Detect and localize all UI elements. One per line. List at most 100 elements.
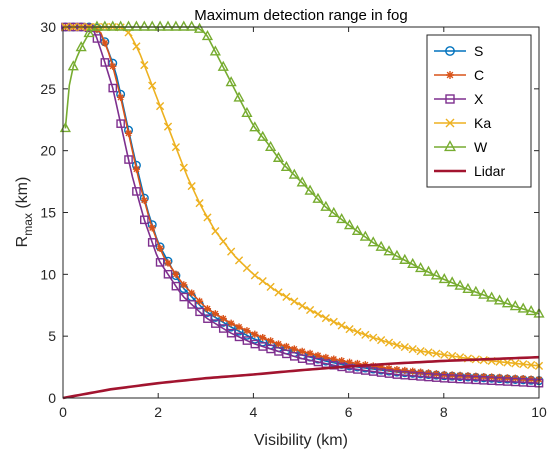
y-tick-label: 10 [40,266,56,282]
data-point-w [91,20,103,31]
data-point-c [132,165,141,173]
data-point-w [407,257,419,269]
data-point-ka [361,330,370,339]
data-point-ka [227,247,236,256]
data-point-ka [258,277,267,286]
legend-item-x: X [434,91,484,107]
y-tick-label: 25 [40,81,56,97]
legend-label-x: X [474,91,484,107]
data-point-c [251,330,259,338]
data-point-c [298,347,306,355]
data-point-w [209,45,221,56]
data-point-ka [353,327,362,337]
data-point-c [101,39,109,47]
legend-item-c: C [434,67,484,83]
data-point-w [162,20,174,31]
data-point-c [219,315,227,323]
data-point-w [454,279,466,290]
data-point-x [108,83,118,93]
legend-marker-w [444,140,456,152]
data-point-ka [266,282,275,291]
data-point-w [170,20,182,31]
data-point-ka [211,227,220,236]
y-axis-label: Rmax (km) [14,177,35,248]
data-point-c [330,355,338,363]
data-point-ka [298,301,307,310]
data-point-c [290,345,298,353]
data-point-x [211,319,220,328]
data-point-c [235,323,243,331]
data-point-c [117,93,125,101]
data-point-w [312,192,324,203]
data-point-ka [132,42,141,51]
data-point-ka [274,288,283,297]
data-point-w [399,253,411,264]
data-point-ka [242,263,252,273]
data-point-w [509,300,521,311]
y-axis-label-subscript: max [21,213,35,236]
data-point-w [280,160,292,172]
data-point-w [320,200,332,211]
data-point-w [351,224,364,236]
data-point-w [83,26,95,38]
data-point-w [249,121,261,132]
legend-label-w: W [474,139,488,155]
data-point-ka [377,336,386,345]
data-point-w [99,20,111,31]
data-point-c [211,310,219,318]
data-point-c [282,342,291,351]
data-point-x [92,34,102,43]
data-point-x [140,215,149,225]
legend-label-s: S [474,43,483,59]
series-x [61,22,544,388]
data-point-w [430,269,442,280]
data-point-ka [369,333,378,342]
data-point-w [154,20,166,31]
data-point-w [478,288,490,299]
data-point-c [274,340,283,348]
data-point-w [146,20,158,31]
data-point-ka [313,309,323,319]
data-point-c [401,366,409,375]
data-point-w [122,20,135,31]
data-point-w [67,60,79,71]
legend-label-ka: Ka [474,115,491,131]
data-point-c [314,351,322,360]
data-point-w [107,20,119,31]
series-line-lidar [62,355,540,400]
data-point-ka [329,317,338,326]
data-point-x [132,187,141,196]
data-point-ka [290,297,299,306]
data-point-w [493,294,506,305]
legend-item-lidar: Lidar [434,163,505,179]
data-point-x [100,58,110,67]
data-point-ka [503,358,512,367]
legend-label-c: C [474,67,484,83]
y-axis-label-main: R [14,236,31,248]
data-point-w [257,130,269,141]
data-point-c [416,368,425,376]
x-axis-label: Visibility (km) [254,432,348,449]
data-point-ka [234,256,244,265]
data-point-x [124,155,133,164]
data-point-w [233,91,245,102]
data-point-ka [140,61,149,70]
data-point-c [148,224,156,232]
data-point-ka [345,324,354,334]
data-point-w [462,282,474,294]
data-point-c [377,363,385,371]
x-tick-label: 10 [531,404,547,420]
data-point-x [171,281,181,291]
series-w [59,20,545,318]
data-point-c [385,364,393,373]
data-point-ka [187,181,196,191]
data-point-c [203,305,212,313]
x-tick-label: 2 [154,404,162,420]
data-point-ka [250,271,259,280]
data-point-w [501,297,514,308]
data-point-w [422,265,435,276]
legend-item-s: S [434,43,483,59]
data-point-w [115,20,127,31]
data-point-c [267,337,275,345]
